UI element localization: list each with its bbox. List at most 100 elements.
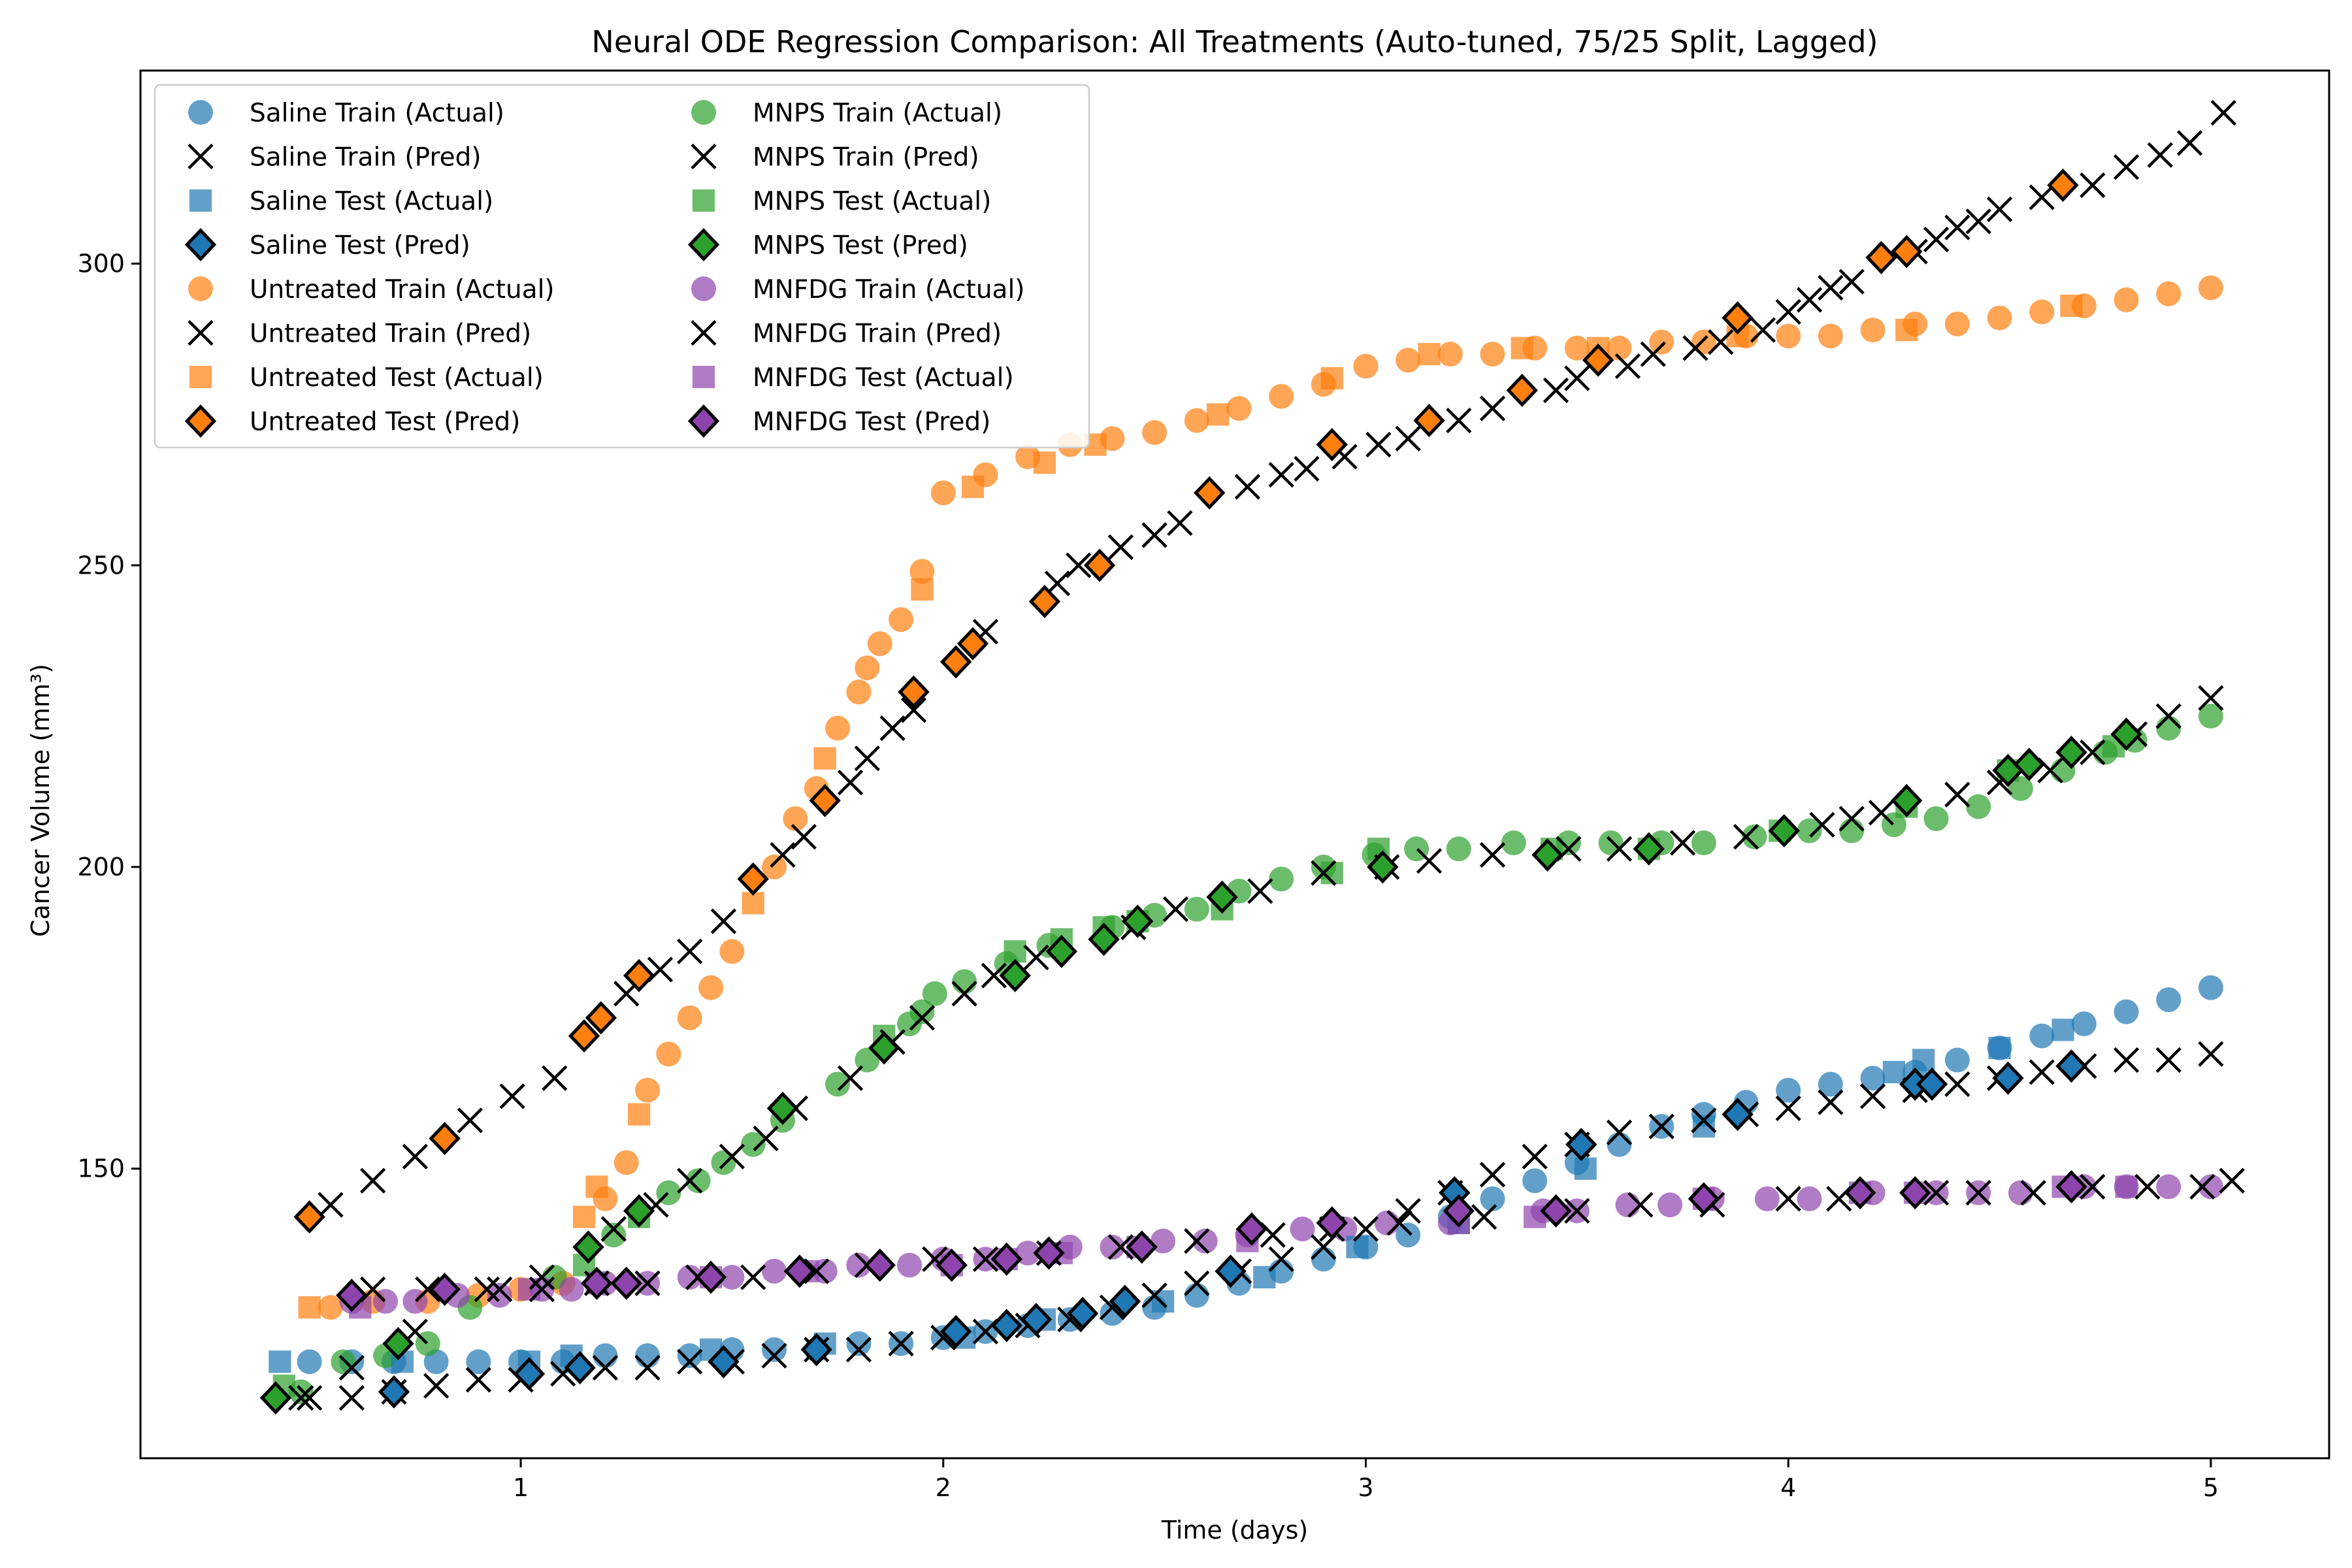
data-point <box>2198 685 2224 711</box>
legend-marker <box>687 404 720 438</box>
data-point <box>864 1249 896 1282</box>
data-point <box>837 770 864 796</box>
data-point <box>837 1065 864 1091</box>
data-point <box>1797 818 1822 843</box>
data-point <box>1992 1061 2024 1095</box>
data-point <box>1838 269 1865 295</box>
data-point <box>2110 717 2142 751</box>
data-point <box>711 1150 736 1175</box>
data-point <box>1649 329 1674 355</box>
data-point <box>2114 287 2139 312</box>
data-point <box>1891 783 1923 817</box>
data-point <box>2115 1175 2138 1198</box>
data-point <box>761 1343 787 1369</box>
legend-entry: MNPS Train (Pred) <box>691 143 979 172</box>
data-point <box>2156 715 2181 741</box>
legend-label: Untreated Test (Pred) <box>250 408 520 437</box>
y-tick-label: 300 <box>77 250 125 278</box>
data-point <box>1162 896 1189 923</box>
data-point <box>677 1348 703 1375</box>
data-point <box>846 1252 872 1278</box>
data-point <box>338 1385 365 1411</box>
data-point <box>318 1295 344 1320</box>
data-point <box>1598 830 1624 856</box>
data-point <box>2210 100 2236 126</box>
data-point <box>898 675 930 709</box>
data-point <box>1184 1270 1210 1296</box>
data-point <box>2080 739 2106 766</box>
data-point <box>825 715 851 741</box>
data-point <box>1020 1303 1053 1337</box>
data-point <box>1446 836 1471 862</box>
data-point <box>1193 476 1226 510</box>
legend-entry: MNPS Test (Actual) <box>692 187 991 216</box>
data-point <box>922 981 947 1006</box>
data-point <box>1316 1206 1348 1240</box>
series-saline-test-pred <box>378 1049 2087 1409</box>
data-point <box>1987 305 2012 331</box>
data-point <box>1033 451 1056 474</box>
data-point <box>1004 940 1026 963</box>
data-point <box>1988 1036 2011 1060</box>
data-point <box>465 1367 492 1393</box>
data-point <box>1446 407 1472 434</box>
data-point <box>1543 377 1569 404</box>
data-point <box>338 1354 365 1381</box>
data-point <box>1574 1157 1597 1180</box>
data-point <box>499 1083 525 1109</box>
data-point <box>1565 1128 1597 1162</box>
legend-label: MNPS Train (Pred) <box>753 143 979 172</box>
legend-entry: MNFDG Train (Actual) <box>691 275 1025 304</box>
data-point <box>708 1345 740 1379</box>
x-tick-label: 3 <box>1358 1473 1373 1502</box>
data-point <box>791 824 817 850</box>
data-point <box>1184 408 1209 433</box>
data-point <box>635 1343 661 1369</box>
data-point <box>1395 425 1421 451</box>
data-point <box>1100 1234 1125 1260</box>
data-point <box>1860 1066 1886 1091</box>
data-point <box>972 1246 999 1272</box>
data-point <box>1028 585 1061 619</box>
data-point <box>1966 794 1991 819</box>
data-point <box>742 892 764 915</box>
data-point <box>1268 462 1294 488</box>
legend-marker <box>189 189 212 212</box>
data-point <box>2020 1180 2046 1206</box>
data-point <box>1416 848 1443 874</box>
data-point <box>559 1277 584 1302</box>
data-point <box>1754 1186 1780 1211</box>
data-point <box>1207 403 1230 426</box>
data-point <box>457 1107 483 1134</box>
data-point <box>1479 395 1506 421</box>
x-tick-label: 5 <box>2203 1473 2219 1502</box>
data-point <box>1540 1194 1572 1228</box>
data-point <box>1443 1194 1475 1228</box>
data-point <box>1658 1192 1683 1218</box>
data-point <box>2071 1011 2097 1037</box>
data-point <box>634 1270 661 1296</box>
data-point <box>1522 1143 1548 1169</box>
series-untreated-train-pred <box>318 100 2236 1218</box>
data-point <box>1614 353 1641 380</box>
data-point <box>2155 1047 2181 1073</box>
legend-entry: MNPS Test (Pred) <box>687 228 968 261</box>
legend-marker <box>691 319 717 346</box>
data-point <box>2055 1049 2087 1083</box>
data-point <box>737 862 769 896</box>
legend-entry: MNFDG Test (Actual) <box>692 363 1014 393</box>
legend-entry: MNFDG Test (Pred) <box>687 404 990 438</box>
data-point <box>825 1071 851 1097</box>
data-point <box>1023 944 1049 971</box>
data-point <box>1316 428 1348 462</box>
data-point <box>762 854 787 879</box>
chart-title: Neural ODE Regression Comparison: All Tr… <box>591 24 1878 59</box>
data-point <box>1627 1192 1654 1218</box>
data-point <box>1290 1217 1315 1242</box>
data-point <box>331 1349 356 1375</box>
data-point <box>930 480 956 506</box>
data-point <box>2198 275 2223 301</box>
data-point <box>2008 1180 2033 1205</box>
x-tick-label: 1 <box>513 1473 529 1502</box>
legend-label: MNFDG Train (Pred) <box>753 319 1002 349</box>
